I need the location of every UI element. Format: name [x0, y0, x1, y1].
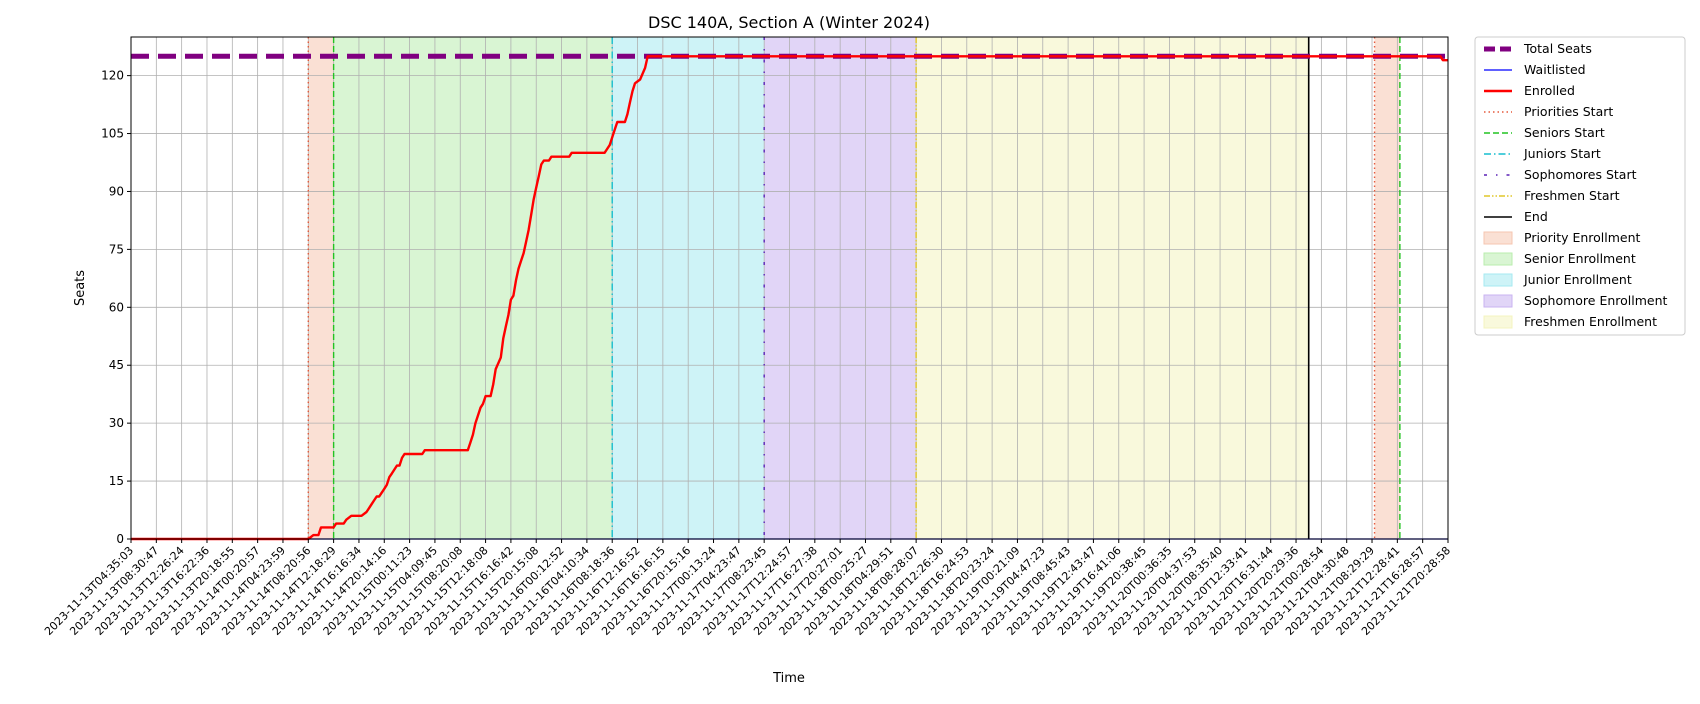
legend-swatch-priority-enrollment [1483, 231, 1513, 245]
x-axis-label: Time [772, 671, 805, 686]
legend-label-seniors-start: Seniors Start [1524, 125, 1605, 140]
y-axis-ticks: 0 15 30 45 60 75 90 105 120 [101, 69, 131, 546]
chart-title: DSC 140A, Section A (Winter 2024) [648, 13, 930, 32]
shaded-periods [308, 37, 1400, 539]
legend-label-freshmen-enrollment: Freshmen Enrollment [1524, 314, 1657, 329]
legend: Total Seats Waitlisted Enrolled Priorities … [1474, 36, 1686, 336]
legend-label-sophomore-enrollment: Sophomore Enrollment [1524, 293, 1668, 308]
legend-label-freshmen-start: Freshmen Start [1524, 188, 1620, 203]
y-tick-label: 120 [101, 69, 124, 83]
period-start-lines [307, 37, 1401, 539]
grid-lines [130, 37, 1449, 540]
legend-label-juniors-start: Juniors Start [1523, 146, 1601, 161]
y-tick-label: 0 [116, 532, 124, 546]
legend-label-total-seats: Total Seats [1523, 41, 1592, 56]
legend-swatch-junior-enrollment [1483, 273, 1513, 287]
legend-swatch-freshmen-enrollment [1483, 315, 1513, 329]
x-axis-ticks: 2023-11-13T04:35:032023-11-13T08:30:4720… [42, 539, 1453, 638]
legend-swatch-sophomore-enrollment [1483, 294, 1513, 308]
shade-senior-enrollment [333, 37, 613, 539]
shade-priority-enrollment [1374, 37, 1400, 539]
y-tick-label: 60 [109, 300, 124, 314]
legend-box [1474, 36, 1686, 336]
y-tick-label: 15 [109, 474, 124, 488]
shade-priority-enrollment [308, 37, 334, 539]
y-tick-label: 75 [109, 242, 124, 256]
y-tick-label: 30 [109, 416, 124, 430]
legend-label-waitlisted: Waitlisted [1524, 62, 1586, 77]
legend-label-priority-enrollment: Priority Enrollment [1524, 230, 1641, 245]
y-tick-label: 45 [109, 358, 124, 372]
y-axis-label: Seats [73, 270, 88, 306]
legend-label-priorities-start: Priorities Start [1524, 104, 1613, 119]
legend-label-senior-enrollment: Senior Enrollment [1524, 251, 1636, 266]
y-tick-label: 105 [101, 127, 124, 141]
shade-freshmen-enrollment [916, 37, 1309, 539]
legend-label-junior-enrollment: Junior Enrollment [1523, 272, 1632, 287]
legend-swatch-senior-enrollment [1483, 252, 1513, 266]
y-tick-label: 90 [109, 184, 124, 198]
legend-label-sophomores-start: Sophomores Start [1524, 167, 1637, 182]
legend-label-enrolled: Enrolled [1524, 83, 1575, 98]
legend-label-end: End [1524, 209, 1548, 224]
series-line-enrolled [131, 55, 1448, 541]
